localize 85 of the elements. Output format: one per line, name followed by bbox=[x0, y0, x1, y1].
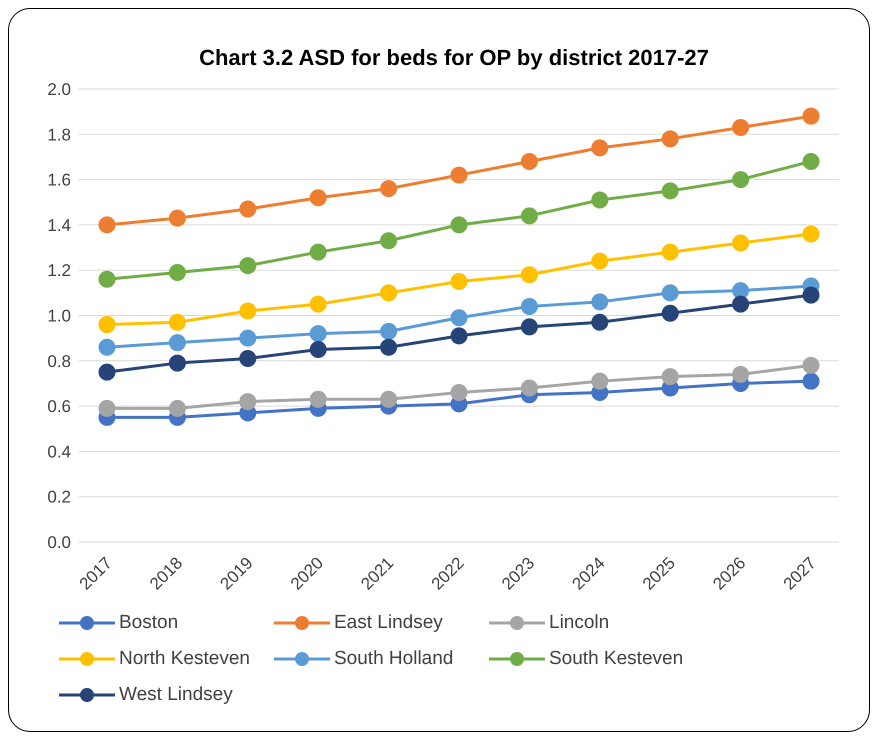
point bbox=[239, 330, 256, 347]
point bbox=[802, 108, 820, 125]
point bbox=[239, 393, 256, 410]
point bbox=[591, 191, 608, 208]
point bbox=[380, 322, 398, 340]
legend-label: Lincoln bbox=[549, 612, 610, 634]
point bbox=[380, 390, 398, 408]
point bbox=[310, 340, 327, 358]
point bbox=[450, 327, 468, 344]
point bbox=[520, 298, 538, 315]
point bbox=[732, 366, 750, 383]
point bbox=[168, 314, 186, 331]
point bbox=[310, 296, 327, 313]
point bbox=[732, 234, 750, 252]
y-tick-label: 0.0 bbox=[47, 533, 71, 552]
point bbox=[802, 152, 820, 170]
legend-label: South Holland bbox=[334, 648, 454, 670]
y-tick-label: 1.4 bbox=[47, 216, 71, 235]
y-tick-label: 0.4 bbox=[47, 442, 71, 462]
point bbox=[168, 264, 186, 281]
point bbox=[662, 284, 679, 302]
point bbox=[450, 309, 468, 326]
point bbox=[732, 282, 750, 300]
point bbox=[520, 266, 538, 284]
point bbox=[239, 302, 256, 320]
point bbox=[591, 139, 608, 156]
point bbox=[168, 210, 186, 227]
y-tick-label: 0.2 bbox=[47, 488, 71, 507]
point bbox=[98, 400, 116, 417]
point bbox=[732, 296, 750, 313]
point bbox=[310, 244, 327, 261]
point bbox=[168, 334, 186, 352]
legend-label: South Kesteven bbox=[549, 648, 684, 670]
point bbox=[591, 252, 608, 270]
point bbox=[450, 216, 468, 234]
point bbox=[98, 364, 116, 381]
point bbox=[380, 180, 398, 198]
point bbox=[98, 270, 116, 288]
legend-label: West Lindsey bbox=[119, 684, 233, 706]
point bbox=[520, 379, 538, 396]
point bbox=[591, 293, 608, 310]
point bbox=[802, 225, 820, 242]
point bbox=[662, 182, 679, 200]
point bbox=[310, 189, 327, 206]
point bbox=[732, 119, 750, 136]
point bbox=[802, 356, 820, 374]
chart-title: Chart 3.2 ASD for beds for OP by district 2017-27 bbox=[198, 45, 710, 71]
point bbox=[662, 244, 679, 261]
point bbox=[98, 216, 116, 234]
point bbox=[450, 166, 468, 184]
point bbox=[662, 130, 679, 148]
point bbox=[802, 372, 820, 390]
point bbox=[168, 354, 186, 372]
y-tick-label: 1.6 bbox=[47, 170, 71, 190]
point bbox=[591, 372, 608, 390]
point bbox=[239, 257, 256, 274]
y-tick-label: 0.8 bbox=[47, 352, 71, 371]
legend-label: Boston bbox=[119, 612, 178, 634]
point bbox=[168, 400, 186, 417]
point bbox=[802, 286, 820, 304]
point bbox=[450, 384, 468, 402]
y-tick-label: 2.0 bbox=[47, 80, 71, 100]
point bbox=[450, 273, 468, 290]
point bbox=[239, 350, 256, 368]
point bbox=[520, 318, 538, 336]
point bbox=[520, 152, 538, 170]
point bbox=[662, 304, 679, 322]
y-tick-label: 1.0 bbox=[47, 306, 71, 326]
point bbox=[591, 314, 608, 331]
legend-label: East Lindsey bbox=[334, 612, 443, 634]
legend-label: North Kesteven bbox=[119, 648, 250, 670]
y-tick-label: 1.8 bbox=[47, 125, 71, 144]
point bbox=[520, 207, 538, 224]
point bbox=[98, 316, 116, 334]
point bbox=[380, 338, 398, 356]
y-tick-label: 1.2 bbox=[47, 261, 71, 280]
point bbox=[310, 325, 327, 342]
point bbox=[662, 368, 679, 386]
point bbox=[380, 284, 398, 302]
point bbox=[239, 200, 256, 218]
y-tick-label: 0.6 bbox=[47, 397, 71, 416]
point bbox=[380, 232, 398, 250]
point bbox=[98, 338, 116, 356]
point bbox=[310, 390, 327, 408]
point bbox=[732, 171, 750, 188]
